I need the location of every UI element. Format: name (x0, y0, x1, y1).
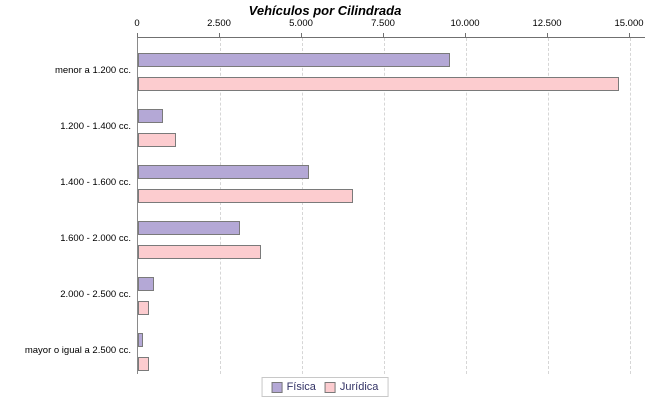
x-tick-mark (301, 33, 302, 37)
legend-label: Jurídica (339, 381, 379, 393)
legend-swatch-icon (271, 381, 283, 393)
bar-juridica (138, 357, 149, 371)
chart-title: Vehículos por Cilindrada (248, 3, 402, 18)
bar-juridica (138, 245, 261, 259)
x-tick-label: 0 (134, 18, 140, 29)
x-tick-label: 2.500 (207, 18, 231, 29)
x-axis: 0 2.500 5.000 7.500 10.000 12.500 15.000 (0, 0, 650, 37)
bar-fisica (138, 165, 309, 179)
bar-fisica (138, 277, 154, 291)
legend-swatch-icon (324, 381, 336, 393)
x-tick-mark (465, 33, 466, 37)
x-tick-label: 5.000 (289, 18, 313, 29)
category-label: 1.200 - 1.400 cc. (60, 121, 131, 132)
category-group: 2.000 - 2.500 cc. (60, 262, 645, 318)
legend: Física Jurídica (261, 377, 389, 397)
gridline (384, 38, 385, 374)
gridline (548, 38, 549, 374)
category-label: 1.600 - 2.000 cc. (60, 233, 131, 244)
bar-juridica (138, 301, 149, 315)
gridline (466, 38, 467, 374)
bar-fisica (138, 109, 163, 123)
bar-juridica (138, 133, 176, 147)
plot-area: menor a 1.200 cc. 1.200 - 1.400 cc. 1.400 … (25, 37, 645, 374)
category-group: menor a 1.200 cc. (55, 38, 645, 94)
category-group: 1.600 - 2.000 cc. (60, 206, 645, 262)
category-group: 1.200 - 1.400 cc. (60, 94, 645, 150)
category-label: 1.400 - 1.600 cc. (60, 177, 131, 188)
category-label: 2.000 - 2.500 cc. (60, 289, 131, 300)
category-group: mayor o igual a 2.500 cc. (25, 318, 645, 374)
category-label: mayor o igual a 2.500 cc. (24, 345, 131, 356)
x-tick-mark (219, 33, 220, 37)
x-tick-label: 12.500 (532, 18, 562, 29)
x-tick-label: 15.000 (614, 18, 644, 29)
x-tick-mark (547, 33, 548, 37)
gridline (630, 38, 631, 374)
legend-item-juridica: Jurídica (324, 381, 379, 393)
x-tick-label: 7.500 (371, 18, 395, 29)
category-group: 1.400 - 1.600 cc. (60, 150, 645, 206)
bar-fisica (138, 53, 450, 67)
bar-fisica (138, 221, 240, 235)
legend-label: Física (286, 381, 316, 393)
gridline (220, 38, 221, 374)
x-tick-mark (383, 33, 384, 37)
category-label: menor a 1.200 cc. (54, 65, 131, 76)
x-tick-mark (629, 33, 630, 37)
bar-juridica (138, 77, 619, 91)
x-tick-mark (137, 33, 138, 37)
gridline (302, 38, 303, 374)
legend-item-fisica: Física (271, 381, 316, 393)
x-tick-label: 10.000 (450, 18, 480, 29)
bar-juridica (138, 189, 353, 203)
bar-fisica (138, 333, 143, 347)
